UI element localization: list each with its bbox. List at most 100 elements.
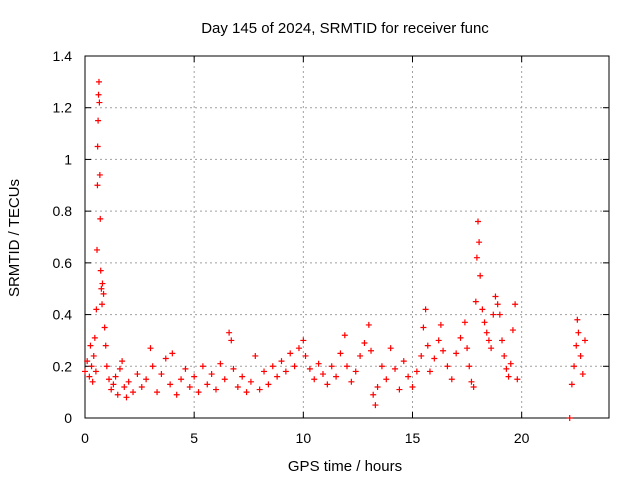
data-point: [573, 342, 580, 349]
data-point: [392, 365, 399, 372]
y-tick-label: 0.2: [53, 358, 73, 374]
y-tick-label: 1.4: [53, 48, 73, 64]
data-point: [468, 378, 475, 385]
data-point: [228, 337, 235, 344]
plot-frame: [84, 55, 610, 419]
data-point: [191, 373, 198, 380]
data-point: [365, 321, 372, 328]
data-point: [306, 365, 313, 372]
data-point: [568, 381, 575, 388]
data-point: [579, 371, 586, 378]
data-point: [93, 306, 100, 313]
data-point: [204, 381, 211, 388]
data-point: [473, 254, 480, 261]
data-point: [488, 345, 495, 352]
data-point: [413, 368, 420, 375]
data-point: [507, 360, 514, 367]
data-point: [291, 363, 298, 370]
data-point: [509, 327, 516, 334]
data-point: [265, 381, 272, 388]
data-point: [372, 402, 379, 409]
data-series-srmtid: [82, 78, 588, 421]
x-tick-label: 0: [81, 430, 89, 446]
data-point: [89, 378, 96, 385]
data-point: [499, 337, 506, 344]
data-point: [333, 373, 340, 380]
data-point: [243, 389, 250, 396]
data-point: [149, 363, 156, 370]
data-point: [147, 345, 154, 352]
data-point: [287, 350, 294, 357]
data-point: [221, 376, 228, 383]
data-point: [409, 383, 416, 390]
data-point: [82, 368, 88, 375]
data-point: [357, 352, 364, 359]
data-point: [97, 267, 104, 274]
data-point: [483, 329, 490, 336]
data-point: [315, 360, 322, 367]
y-tick-label: 0: [64, 410, 72, 426]
x-tick-label: 10: [296, 430, 312, 446]
data-point: [239, 373, 246, 380]
data-point: [169, 350, 176, 357]
data-point: [97, 215, 104, 222]
data-point: [114, 391, 121, 398]
data-point: [396, 386, 403, 393]
chart-title: Day 145 of 2024, SRMTID for receiver fun…: [201, 20, 489, 37]
data-point: [186, 383, 193, 390]
data-point: [226, 329, 233, 336]
data-point: [457, 334, 464, 341]
data-point: [94, 246, 101, 253]
data-point: [99, 280, 106, 287]
data-point: [437, 321, 444, 328]
data-point: [213, 386, 219, 393]
data-point: [90, 352, 97, 359]
x-axis-label: GPS time / hours: [288, 458, 402, 475]
data-point: [485, 337, 492, 344]
data-point: [217, 360, 224, 367]
data-point: [328, 363, 335, 370]
data-point: [476, 239, 483, 246]
data-point: [378, 363, 385, 370]
data-point: [138, 383, 145, 390]
data-point: [461, 319, 468, 326]
data-point: [475, 218, 481, 225]
data-point: [400, 358, 407, 365]
data-point: [91, 334, 98, 341]
data-point: [234, 383, 241, 390]
y-tick-label: 0.6: [53, 255, 73, 271]
data-point: [574, 316, 581, 323]
data-point: [116, 365, 123, 372]
data-point: [464, 345, 471, 352]
data-point: [581, 337, 588, 344]
data-point: [95, 117, 102, 124]
data-point: [319, 371, 326, 378]
data-point: [494, 301, 501, 308]
data-point: [87, 342, 94, 349]
x-tick-label: 5: [190, 430, 198, 446]
data-point: [167, 381, 174, 388]
data-point: [477, 272, 484, 279]
data-point: [479, 306, 486, 313]
data-point: [106, 376, 113, 383]
data-point: [88, 363, 95, 370]
data-point: [95, 91, 102, 98]
y-tick-label: 1.2: [53, 100, 73, 116]
data-point: [125, 378, 132, 385]
y-tick-label: 0.8: [53, 203, 73, 219]
data-point: [420, 324, 427, 331]
data-point: [503, 365, 510, 372]
data-point: [92, 368, 99, 375]
data-point: [324, 381, 331, 388]
x-tick-label: 15: [405, 430, 421, 446]
data-point: [424, 342, 431, 349]
data-point: [344, 363, 350, 370]
data-point: [208, 371, 215, 378]
data-point: [134, 371, 141, 378]
x-tick-label: 20: [514, 430, 530, 446]
data-point: [252, 352, 259, 359]
data-point: [448, 376, 455, 383]
data-point: [311, 376, 318, 383]
y-axis-label: SRMTID / TECUs: [6, 179, 23, 297]
data-point: [96, 99, 103, 106]
